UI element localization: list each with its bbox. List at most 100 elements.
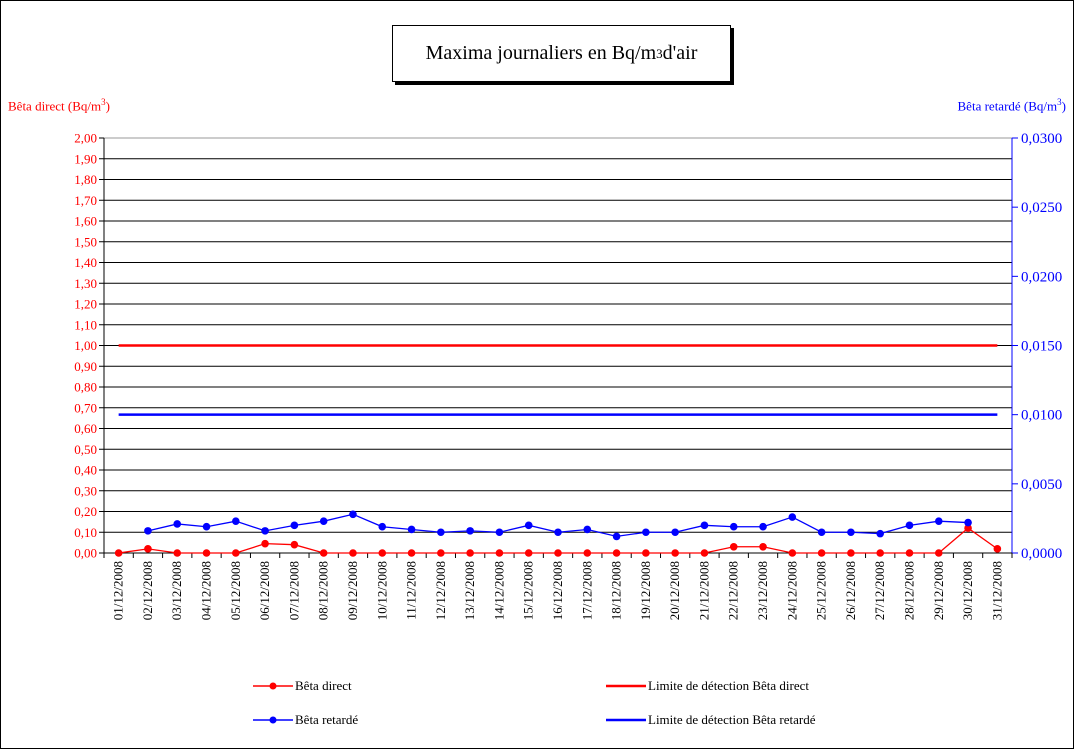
data-point-beta-retarde (232, 517, 240, 525)
y-right-title-tail: ) (1061, 98, 1066, 114)
data-point-beta-direct (671, 549, 679, 557)
x-tick-label: 31/12/2008 (989, 561, 1004, 620)
data-point-beta-retarde (817, 528, 826, 537)
x-tick-label: 05/12/2008 (228, 561, 243, 620)
data-point-beta-retarde (934, 517, 943, 525)
data-point-beta-retarde (261, 527, 269, 535)
data-point-beta-retarde (729, 522, 738, 531)
data-point-beta-retarde (583, 525, 592, 534)
y-left-tick-label: 1,70 (74, 193, 97, 208)
data-point-beta-direct (290, 540, 299, 549)
x-tick-label: 23/12/2008 (755, 561, 770, 620)
x-tick-label: 26/12/2008 (843, 561, 858, 620)
x-tick-label: 08/12/2008 (316, 561, 331, 620)
data-point-beta-retarde (144, 527, 152, 535)
y-right-title-main: Bêta retardé (Bq/m (957, 98, 1058, 114)
x-tick-label: 27/12/2008 (872, 561, 887, 620)
data-point-beta-retarde (905, 521, 914, 530)
data-point-beta-direct (729, 542, 738, 551)
data-point-beta-retarde (319, 517, 328, 525)
y-left-tick-label: 1,90 (74, 151, 97, 166)
legend-item-limit-beta-direct: Limite de détection Bêta direct (606, 677, 809, 695)
y-right-tick-label: 0,0100 (1021, 408, 1062, 424)
data-point-beta-retarde (964, 518, 972, 527)
x-tick-label: 21/12/2008 (696, 561, 711, 620)
data-point-beta-retarde (378, 522, 387, 531)
y-right-tick-label: 0,0000 (1021, 546, 1062, 562)
x-tick-label: 06/12/2008 (257, 561, 272, 620)
data-point-beta-retarde (788, 513, 797, 521)
y-left-tick-label: 0,50 (74, 442, 97, 457)
legend-item-beta-direct: Bêta direct (253, 677, 352, 695)
data-point-beta-direct (759, 542, 767, 551)
data-point-beta-retarde (612, 532, 621, 541)
data-point-beta-direct (993, 545, 1002, 553)
chart-title: Maxima journaliers en Bq/m 3 d'air (392, 25, 731, 82)
y-left-tick-label: 0,30 (74, 483, 97, 498)
data-point-beta-direct (114, 549, 123, 557)
x-tick-label: 15/12/2008 (521, 561, 536, 620)
chart-title-main: Maxima journaliers en Bq/m (425, 42, 657, 64)
data-point-beta-direct (583, 549, 592, 557)
legend-label-limit-beta-direct: Limite de détection Bêta direct (648, 678, 809, 693)
legend-item-beta-retarde: Bêta retardé (253, 711, 358, 729)
y-left-tick-label: 0,20 (74, 504, 97, 519)
x-tick-label: 07/12/2008 (286, 561, 301, 620)
x-tick-label: 13/12/2008 (462, 561, 477, 620)
data-point-beta-direct (700, 549, 709, 557)
data-point-beta-retarde (407, 525, 416, 534)
data-point-beta-direct (905, 549, 914, 557)
y-left-tick-label: 0,80 (74, 380, 97, 395)
data-point-beta-retarde (554, 528, 562, 537)
x-tick-label: 25/12/2008 (814, 561, 829, 620)
x-tick-label: 24/12/2008 (784, 561, 799, 620)
data-point-beta-retarde (847, 528, 855, 537)
y-left-tick-label: 1,80 (74, 172, 97, 187)
x-tick-label: 09/12/2008 (345, 561, 360, 620)
y-left-tick-label: 1,60 (74, 214, 97, 229)
data-point-beta-retarde (700, 521, 709, 530)
x-tick-label: 14/12/2008 (491, 561, 506, 620)
x-tick-label: 10/12/2008 (374, 561, 389, 620)
y-left-title-main: Bêta direct (Bq/m (8, 98, 102, 114)
y-right-tick-label: 0,0200 (1021, 269, 1062, 285)
data-point-beta-direct (437, 549, 445, 557)
y-left-title-tail: ) (105, 98, 110, 114)
data-point-beta-direct (524, 549, 533, 557)
y-left-title-sup: 3 (101, 97, 106, 107)
x-tick-label: 30/12/2008 (960, 561, 975, 620)
x-tick-label: 11/12/2008 (404, 561, 419, 620)
data-point-beta-direct (964, 524, 972, 532)
y-left-tick-label: 0,70 (74, 400, 97, 415)
data-point-beta-direct (378, 549, 387, 557)
data-point-beta-direct (817, 549, 826, 557)
y-left-tick-label: 0,00 (74, 546, 97, 561)
data-point-beta-retarde (202, 522, 211, 531)
y-right-tick-label: 0,0250 (1021, 200, 1062, 216)
y-right-tick-label: 0,0300 (1021, 131, 1062, 147)
data-point-beta-retarde (349, 510, 357, 519)
x-tick-label: 16/12/2008 (550, 561, 565, 620)
y-left-tick-label: 1,40 (74, 255, 97, 270)
data-point-beta-direct (144, 545, 152, 553)
data-point-beta-direct (349, 549, 357, 557)
data-point-beta-retarde (876, 529, 884, 538)
legend-swatch-beta-retarde (253, 716, 293, 724)
x-tick-label: 03/12/2008 (169, 561, 184, 620)
legend-label-limit-beta-retarde: Limite de détection Bêta retardé (648, 712, 816, 727)
legend-item-limit-beta-retarde: Limite de détection Bêta retardé (606, 711, 815, 729)
y-right-title-sup: 3 (1057, 97, 1062, 107)
legend-swatch-beta-direct (253, 682, 293, 690)
y-right-tick-label: 0,0050 (1021, 477, 1062, 493)
y-left-tick-label: 1,30 (74, 276, 97, 291)
legend-swatch-limit-beta-direct (606, 684, 646, 688)
data-point-beta-retarde (642, 528, 650, 537)
y-left-axis-title: Bêta direct (Bq/m3) (8, 97, 110, 114)
x-tick-label: 20/12/2008 (667, 561, 682, 620)
y-right-tick-label: 0,0150 (1021, 339, 1062, 355)
data-point-beta-direct (466, 549, 474, 557)
data-point-beta-retarde (290, 521, 299, 530)
x-tick-label: 04/12/2008 (199, 561, 214, 620)
data-point-beta-retarde (671, 528, 679, 537)
